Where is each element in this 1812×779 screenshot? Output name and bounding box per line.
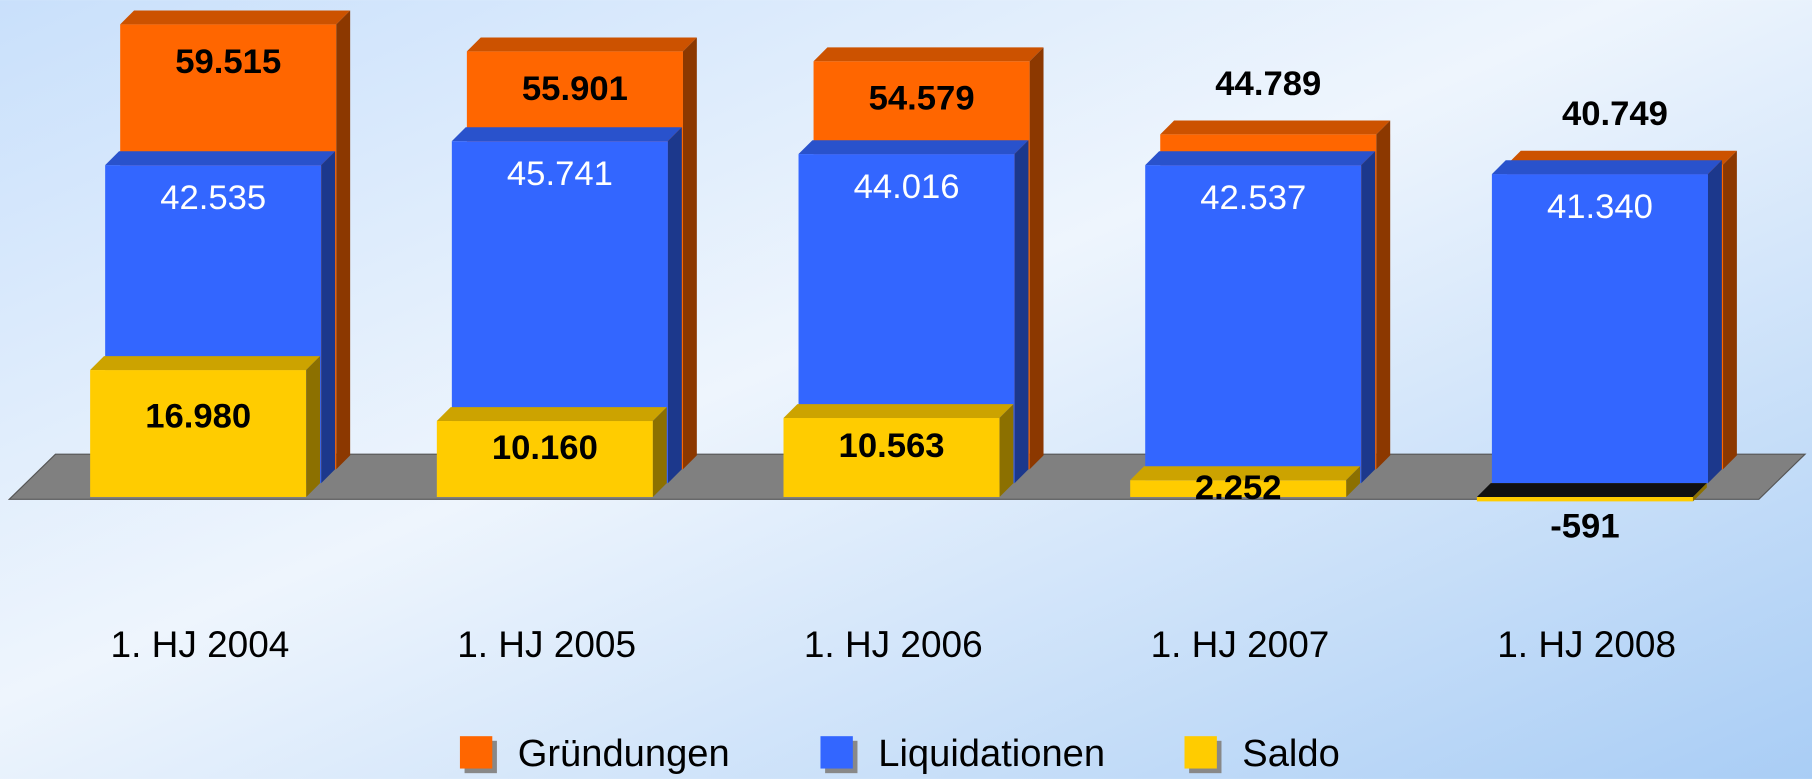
- value-label: 16.980: [145, 397, 251, 435]
- legend-swatch: [820, 736, 853, 769]
- bar-front: [436, 421, 653, 497]
- bar-side: [1014, 140, 1029, 484]
- value-label: 42.535: [160, 179, 266, 217]
- bar-side: [667, 127, 682, 484]
- bar-top: [90, 356, 321, 371]
- value-label: 45.741: [507, 155, 613, 193]
- value-label: 55.901: [522, 70, 628, 108]
- bar-side: [336, 10, 351, 470]
- bar-top: [783, 404, 1014, 419]
- bar-top: [1130, 466, 1361, 481]
- legend-label: Saldo: [1242, 732, 1340, 775]
- bar-side: [1692, 483, 1707, 502]
- bar-side: [1723, 150, 1737, 470]
- bar-front: [1130, 480, 1347, 497]
- legend-label: Gründungen: [518, 732, 730, 775]
- bar-top: [813, 47, 1044, 62]
- x-tick-label: 1. HJ 2007: [1151, 624, 1330, 665]
- value-label: 44.016: [854, 168, 960, 206]
- bar-side: [306, 356, 321, 497]
- bar-side: [1361, 151, 1376, 484]
- legend-label: Liquidationen: [878, 732, 1105, 775]
- bar-top: [105, 151, 336, 166]
- value-label: 10.563: [839, 427, 945, 465]
- bar-top: [798, 140, 1029, 155]
- x-tick-label: 1. HJ 2008: [1497, 624, 1676, 665]
- bar-top: [1491, 160, 1722, 175]
- bar-side: [1346, 466, 1361, 497]
- bar-side: [321, 151, 336, 484]
- value-label: 44.789: [1215, 65, 1321, 103]
- x-tick-label: 1. HJ 2006: [804, 624, 983, 665]
- bar-front: [90, 370, 307, 497]
- bar-top: [120, 10, 351, 25]
- value-label: 42.537: [1200, 179, 1306, 217]
- legend-swatch: [459, 736, 493, 769]
- x-tick-label: 1. HJ 2004: [111, 624, 290, 665]
- value-label: -591: [1550, 507, 1619, 545]
- value-label: 54.579: [869, 80, 975, 118]
- bar-side: [1029, 47, 1044, 470]
- bar-top: [451, 127, 682, 142]
- value-label: 59.515: [175, 43, 281, 81]
- bar-top: [466, 37, 697, 52]
- bar-top: [436, 407, 667, 422]
- x-tick-label: 1. HJ 2005: [457, 624, 636, 665]
- bar-front: [783, 418, 1000, 497]
- bar-top: [1145, 151, 1376, 166]
- bar-side: [652, 407, 667, 497]
- bar-front: [1476, 496, 1693, 502]
- value-label: 10.160: [492, 429, 598, 467]
- bar-front: [1491, 174, 1708, 484]
- bar-top: [1476, 483, 1707, 497]
- bar-front: [1145, 165, 1362, 484]
- bar-side: [1376, 120, 1391, 470]
- bar-side: [999, 404, 1014, 497]
- bar-side: [682, 37, 697, 470]
- bar-top: [1160, 120, 1391, 135]
- legend-swatch: [1184, 736, 1217, 769]
- value-label: 41.340: [1547, 188, 1653, 226]
- value-label: 40.749: [1562, 95, 1668, 133]
- bar-side: [1707, 160, 1722, 484]
- value-label: 2.252: [1195, 469, 1282, 507]
